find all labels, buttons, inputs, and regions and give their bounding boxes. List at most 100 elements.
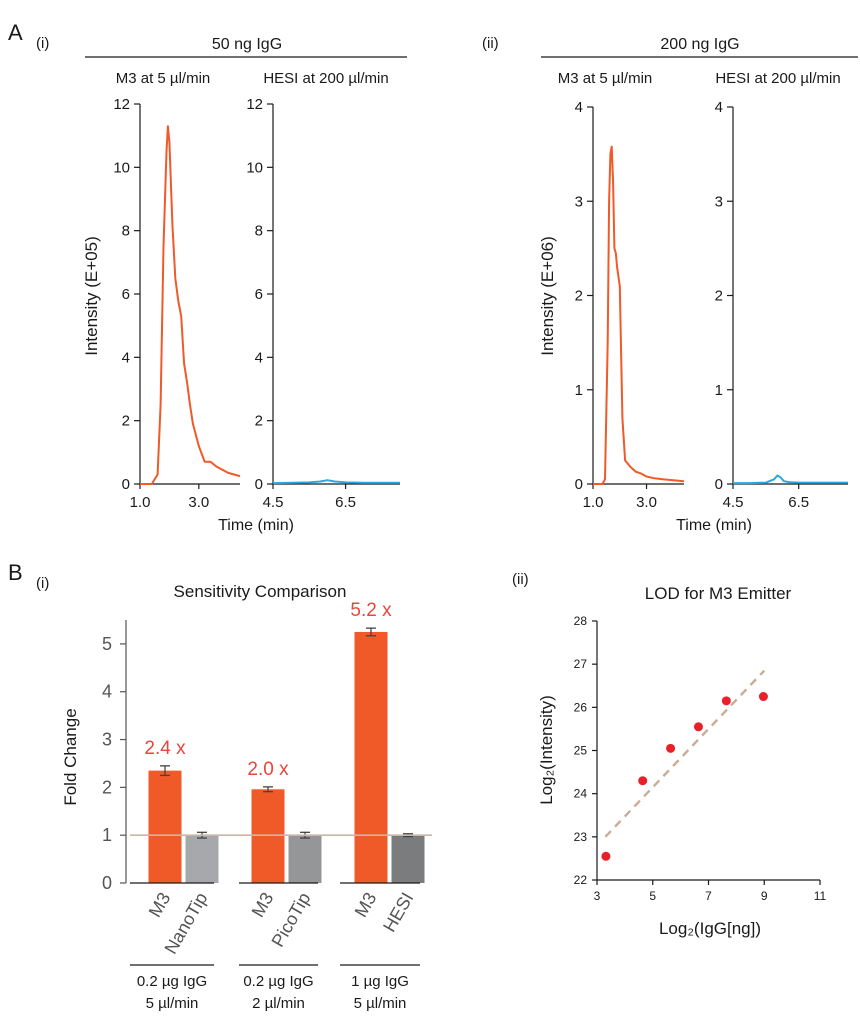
y-tick-label: 24 — [574, 787, 588, 801]
x-tick-label: 1.0 — [583, 494, 604, 511]
plot-a-i-m3: 0 2 4 6 8 10 12 1.0 3.0 — [113, 96, 241, 511]
plot-a-i-hesi: 0 2 4 6 8 10 12 4.5 6.5 — [246, 96, 400, 511]
x-tick-label: 6.5 — [788, 494, 809, 511]
group-label-line2: 5 µl/min — [354, 995, 407, 1012]
data-line — [272, 479, 400, 485]
data-point — [638, 776, 648, 786]
b-ii-y-axis-label: Log₂(Intensity) — [537, 695, 556, 805]
b-ii-title: LOD for M3 Emitter — [645, 584, 792, 603]
panel-label-b-i: (i) — [36, 575, 49, 592]
y-tick-label: 25 — [574, 744, 588, 758]
data-point — [758, 692, 768, 702]
y-tick-label: 2 — [255, 413, 263, 430]
y-tick-label: 26 — [574, 700, 588, 714]
bar — [354, 631, 388, 883]
a-i-x-axis-label: Time (min) — [218, 517, 294, 534]
y-tick-label: 12 — [246, 96, 263, 113]
y-tick-label: 22 — [574, 873, 588, 887]
fold-change-annotation: 2.0 x — [247, 759, 289, 780]
y-tick-label: 10 — [113, 159, 130, 176]
a-i-y-axis-label: Intensity (E+05) — [82, 236, 101, 356]
y-tick-label: 5 — [102, 634, 112, 654]
plot-b-ii: 22 23 24 25 26 27 28 3 5 7 9 11 — [574, 614, 827, 903]
a-ii-x-axis-label: Time (min) — [676, 517, 752, 534]
x-tick-label: 4.5 — [263, 494, 284, 511]
data-point — [601, 851, 611, 861]
category-label: M3 — [145, 889, 175, 921]
x-tick-label: 3.0 — [188, 494, 209, 511]
bar — [185, 835, 219, 883]
y-tick-label: 4 — [575, 99, 583, 116]
plot-a-ii-m3: 0 1 2 3 4 1.0 3.0 — [575, 99, 685, 511]
group-label-line2: 5 µl/min — [146, 995, 199, 1012]
y-tick-label: 3 — [575, 193, 583, 210]
a-ii-right-subtitle: HESI at 200 µl/min — [715, 70, 840, 87]
y-tick-label: 0 — [255, 476, 263, 493]
y-tick-label: 1 — [575, 382, 583, 399]
y-tick-label: 6 — [255, 286, 263, 303]
y-tick-label: 12 — [113, 96, 130, 113]
y-tick-label: 23 — [574, 830, 588, 844]
plot-a-ii-hesi: 0 1 2 3 4 4.5 6.5 — [715, 99, 848, 511]
panel-label-a-i: (i) — [36, 35, 49, 52]
y-tick-label: 3 — [102, 730, 112, 750]
x-tick-label: 1.0 — [130, 494, 151, 511]
fold-change-annotation: 5.2 x — [350, 600, 392, 621]
a-ii-group-title: 200 ng IgG — [660, 36, 739, 53]
x-tick-label: 3 — [594, 889, 601, 903]
panel-label-a: A — [8, 20, 23, 45]
x-tick-label: 9 — [761, 889, 768, 903]
group-label-line1: 0.2 µg IgG — [137, 973, 207, 990]
data-line — [733, 474, 848, 485]
y-tick-label: 8 — [255, 223, 263, 240]
data-line — [140, 125, 241, 485]
x-tick-label: 3.0 — [636, 494, 657, 511]
category-label: M3 — [248, 889, 278, 921]
y-tick-label: 1 — [102, 825, 112, 845]
data-line — [593, 145, 685, 485]
a-ii-y-axis-label: Intensity (E+06) — [538, 236, 557, 356]
panel-label-b-ii: (ii) — [512, 571, 529, 588]
y-tick-label: 0 — [102, 873, 112, 893]
a-i-group-title: 50 ng IgG — [212, 36, 282, 53]
y-tick-label: 10 — [246, 159, 263, 176]
data-point — [666, 743, 676, 753]
y-tick-label: 8 — [122, 223, 130, 240]
y-tick-label: 6 — [122, 286, 130, 303]
trend-line — [604, 669, 766, 838]
y-tick-label: 3 — [715, 193, 723, 210]
y-tick-label: 4 — [255, 349, 263, 366]
y-tick-label: 1 — [715, 382, 723, 399]
x-tick-label: 11 — [814, 889, 827, 903]
x-tick-label: 4.5 — [723, 494, 744, 511]
fold-change-annotation: 2.4 x — [144, 738, 186, 759]
y-tick-label: 4 — [122, 349, 130, 366]
data-point — [693, 722, 703, 732]
panel-label-a-ii: (ii) — [482, 35, 499, 52]
x-tick-label: 7 — [705, 889, 712, 903]
group-label-line1: 0.2 µg IgG — [243, 973, 313, 990]
bar — [148, 770, 182, 883]
x-tick-label: 5 — [649, 889, 656, 903]
b-ii-x-axis-label: Log₂(IgG[ng]) — [659, 919, 761, 938]
y-tick-label: 28 — [574, 614, 588, 628]
data-point — [721, 696, 731, 706]
y-tick-label: 2 — [715, 288, 723, 305]
group-label-line1: 1 µg IgG — [351, 973, 409, 990]
b-i-y-axis-label: Fold Change — [61, 708, 80, 805]
b-i-title: Sensitivity Comparison — [174, 582, 347, 601]
y-tick-label: 4 — [715, 99, 723, 116]
y-tick-label: 2 — [122, 413, 130, 430]
y-tick-label: 2 — [575, 288, 583, 305]
group-label-line2: 2 µl/min — [252, 995, 305, 1012]
a-ii-left-subtitle: M3 at 5 µl/min — [558, 70, 653, 87]
y-tick-label: 2 — [102, 777, 112, 797]
y-tick-label: 0 — [122, 476, 130, 493]
y-tick-label: 4 — [102, 682, 112, 702]
y-tick-label: 27 — [574, 657, 588, 671]
a-i-left-subtitle: M3 at 5 µl/min — [116, 70, 211, 87]
y-tick-label: 0 — [715, 476, 723, 493]
category-label: HESI — [379, 889, 417, 935]
